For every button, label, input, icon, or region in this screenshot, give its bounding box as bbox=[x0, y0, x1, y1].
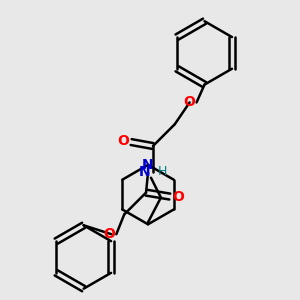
Text: O: O bbox=[103, 227, 115, 241]
Text: H: H bbox=[158, 165, 168, 178]
Text: O: O bbox=[117, 134, 129, 148]
Text: O: O bbox=[172, 190, 184, 204]
Text: O: O bbox=[184, 95, 196, 110]
Text: N: N bbox=[142, 158, 154, 172]
Text: N: N bbox=[139, 165, 151, 179]
